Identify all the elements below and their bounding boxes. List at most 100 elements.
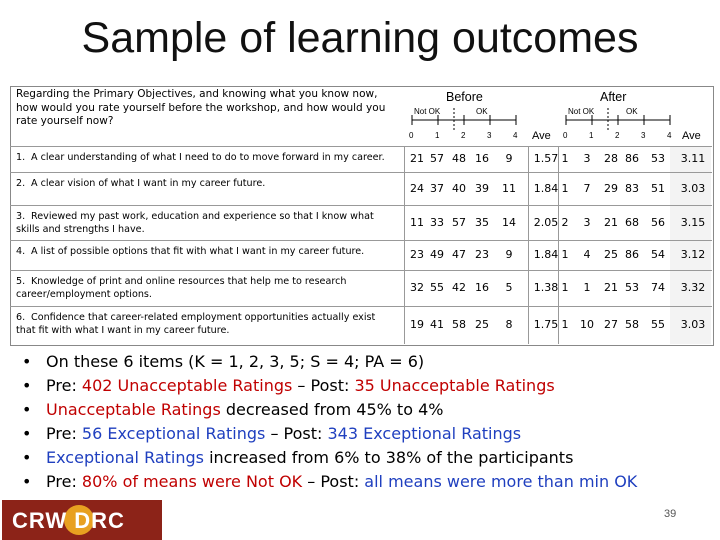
before-count: 47 — [452, 248, 466, 261]
before-average: 2.05 — [533, 215, 559, 229]
outcome-question: 4. A list of possible options that fit wi… — [16, 246, 396, 259]
after-count: 2 — [561, 215, 569, 229]
after-count: 56 — [651, 215, 665, 229]
findings-list: • On these 6 items (K = 1, 2, 3, 5; S = 4… — [22, 350, 712, 494]
slide-title: Sample of learning outcomes — [81, 14, 639, 62]
bullet-icon: • — [22, 472, 32, 491]
before-average: 1.38 — [533, 281, 559, 294]
ave-cell-shade — [670, 147, 711, 172]
outcome-text: Confidence that career-related employmen… — [16, 312, 376, 336]
outcome-text: Knowledge of print and online resources … — [16, 276, 347, 300]
after-count: 10 — [580, 318, 594, 331]
after-count: 3 — [583, 152, 591, 165]
after-count: 21 — [604, 215, 618, 229]
after-tick-4: 4 — [667, 131, 672, 140]
after-tick-0: 0 — [563, 131, 568, 140]
finding-text: decreased from 45% to 4% — [220, 400, 444, 419]
outcome-question: 3. Reviewed my past work, education and e… — [16, 211, 396, 236]
after-tick-2: 2 — [615, 131, 620, 140]
after-count: 25 — [604, 248, 618, 261]
outcome-number: 5. — [16, 276, 26, 287]
before-count: 33 — [430, 215, 444, 229]
before-count: 32 — [410, 281, 424, 294]
after-count: 58 — [625, 318, 639, 331]
before-count: 41 — [430, 318, 444, 331]
row-divider — [10, 205, 712, 206]
before-average: 1.84 — [533, 181, 559, 195]
before-count: 25 — [475, 318, 489, 331]
finding-text: increased from 6% to 38% of the particip… — [204, 448, 574, 467]
after-not-ok: Not OK — [568, 107, 595, 116]
finding-item: • Pre: 56 Exceptional Ratings – Post: 343… — [22, 422, 712, 446]
after-ave-header: Ave — [682, 130, 701, 142]
outcome-number: 4. — [16, 246, 26, 257]
finding-text: On these 6 items (K = 1, 2, 3, 5; S = 4;… — [46, 352, 425, 371]
before-average: 1.57 — [533, 152, 559, 165]
finding-item: • On these 6 items (K = 1, 2, 3, 5; S = 4… — [22, 350, 712, 374]
finding-item: • Exceptional Ratings increased from 6% t… — [22, 446, 712, 470]
after-count: 54 — [651, 248, 665, 261]
before-tick-4: 4 — [513, 131, 518, 140]
before-count: 57 — [452, 215, 466, 229]
after-average: 3.15 — [680, 215, 706, 229]
before-count: 16 — [475, 281, 489, 294]
bullet-icon: • — [22, 376, 32, 395]
before-count: 21 — [410, 152, 424, 165]
outcome-text: A clear vision of what I want in my care… — [31, 178, 266, 189]
finding-item: • Pre: 402 Unacceptable Ratings – Post: 3… — [22, 374, 712, 398]
after-count: 4 — [583, 248, 591, 261]
outcome-text: A clear understanding of what I need to … — [31, 152, 385, 163]
logo-circle-icon — [64, 505, 94, 535]
finding-text: Pre: — [46, 424, 82, 443]
before-average: 1.84 — [533, 248, 559, 261]
after-average: 3.12 — [680, 248, 706, 261]
outcome-number: 2. — [16, 178, 26, 189]
outcome-number: 3. — [16, 211, 26, 222]
before-count: 5 — [505, 281, 513, 294]
finding-text: Pre: — [46, 376, 82, 395]
before-average: 1.75 — [533, 318, 559, 331]
after-count: 86 — [625, 248, 639, 261]
before-count: 19 — [410, 318, 424, 331]
after-count: 86 — [625, 152, 639, 165]
after-count: 28 — [604, 152, 618, 165]
ave-cell-shade — [670, 307, 711, 344]
before-count: 14 — [502, 215, 516, 229]
after-count: 51 — [651, 181, 665, 195]
after-count: 1 — [561, 181, 569, 195]
after-count: 1 — [561, 281, 569, 294]
before-count: 9 — [505, 152, 513, 165]
before-tick-1: 1 — [435, 131, 440, 140]
finding-text: 35 Unacceptable Ratings — [354, 376, 555, 395]
col-divider — [404, 146, 405, 344]
outcome-text: A list of possible options that fit with… — [31, 246, 365, 257]
before-count: 42 — [452, 281, 466, 294]
finding-text: all means were more than min OK — [364, 472, 638, 491]
before-count: 39 — [475, 181, 489, 195]
after-count: 68 — [625, 215, 639, 229]
outcome-text: Reviewed my past work, education and exp… — [16, 211, 374, 235]
bullet-icon: • — [22, 424, 32, 443]
outcome-number: 1. — [16, 152, 26, 163]
after-average: 3.32 — [680, 281, 706, 294]
after-count: 7 — [583, 181, 591, 195]
before-count: 37 — [430, 181, 444, 195]
outcome-question: 1. A clear understanding of what I need t… — [16, 152, 396, 165]
table-question: Regarding the Primary Objectives, and kn… — [16, 88, 386, 127]
after-average: 3.03 — [680, 181, 706, 195]
before-count: 24 — [410, 181, 424, 195]
after-count: 74 — [651, 281, 665, 294]
col-divider — [558, 146, 559, 344]
after-count: 27 — [604, 318, 618, 331]
outcome-question: 5. Knowledge of print and online resource… — [16, 276, 396, 301]
outcomes-table — [10, 86, 714, 346]
finding-item: • Unacceptable Ratings decreased from 45%… — [22, 398, 712, 422]
before-count: 49 — [430, 248, 444, 261]
finding-text: – Post: — [302, 472, 365, 491]
before-count: 23 — [410, 248, 424, 261]
before-tick-0: 0 — [409, 131, 414, 140]
after-count: 53 — [625, 281, 639, 294]
finding-text: Unacceptable Ratings — [46, 400, 221, 419]
finding-text: 80% of means were Not OK — [81, 472, 303, 491]
page-number: 39 — [664, 508, 677, 520]
